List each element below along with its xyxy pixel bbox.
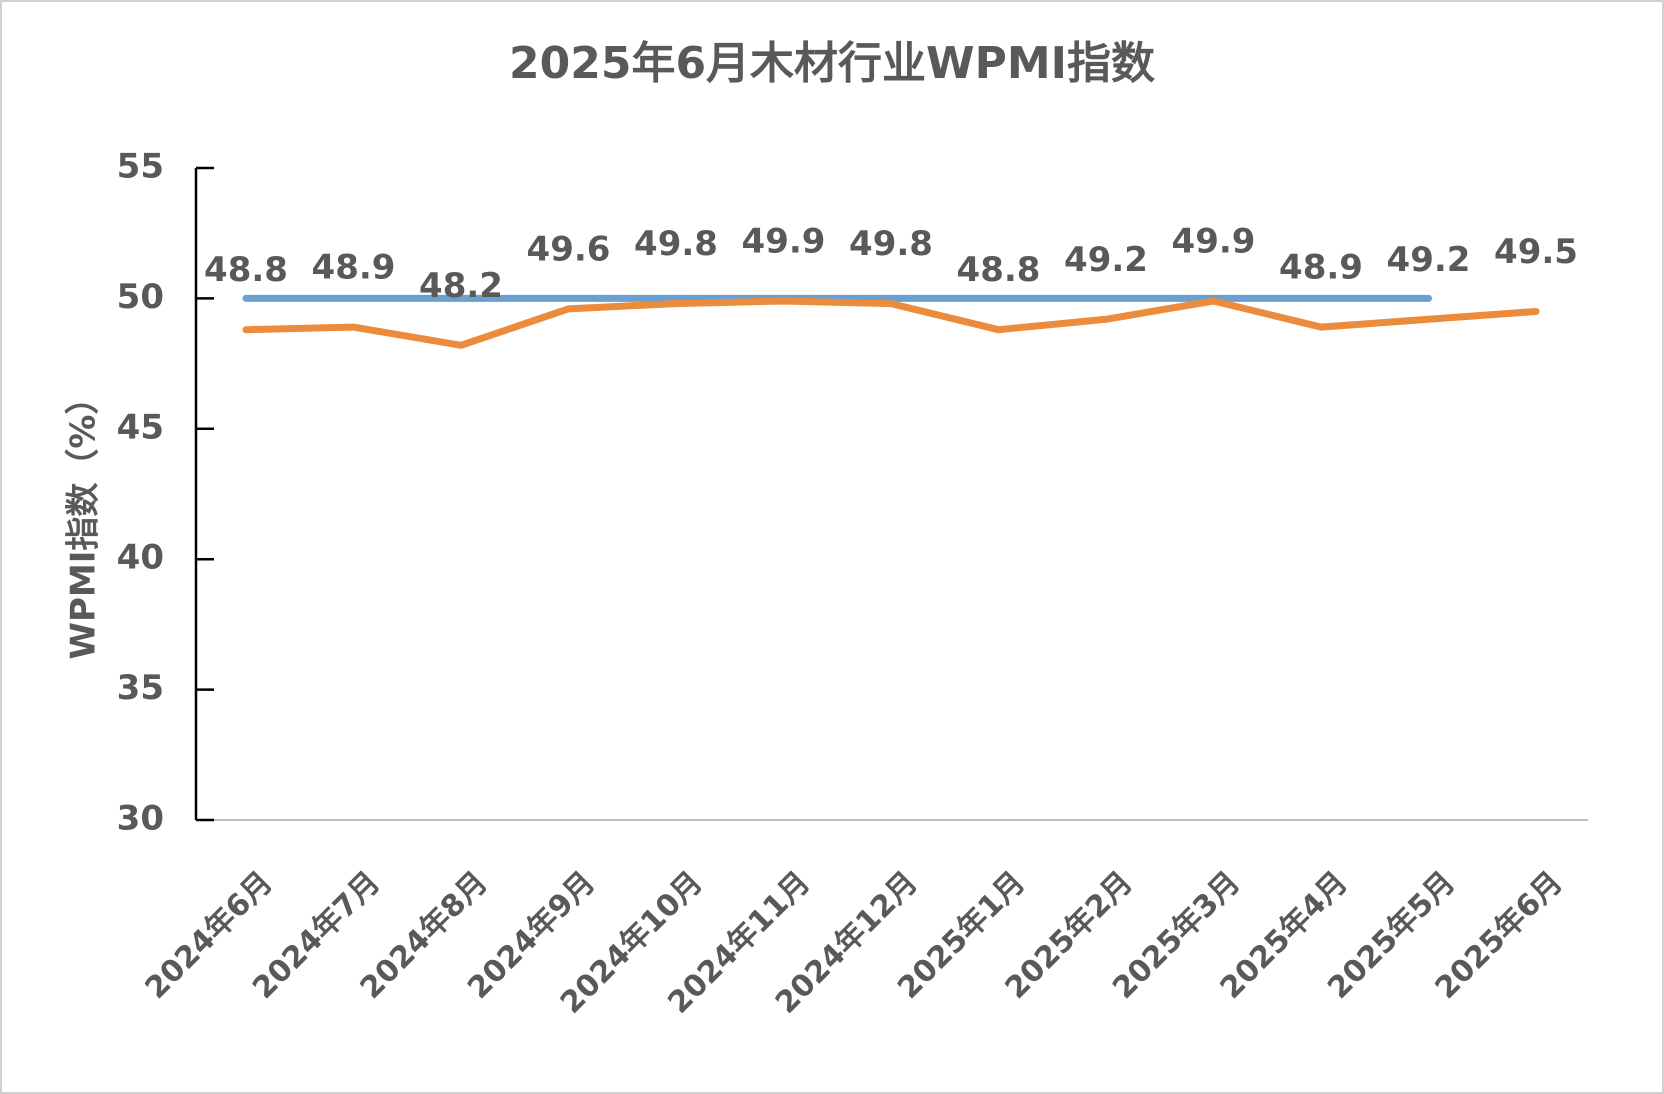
data-label: 49.2 (1064, 240, 1148, 280)
data-label: 49.8 (634, 224, 718, 264)
data-label: 49.9 (742, 222, 826, 262)
data-label: 49.6 (527, 229, 611, 269)
chart-title: 2025年6月木材行业WPMI指数 (509, 38, 1155, 89)
data-label: 48.8 (204, 250, 288, 290)
y-tick-label: 40 (117, 538, 164, 578)
data-label: 49.9 (1172, 222, 1256, 262)
data-label: 49.5 (1494, 232, 1578, 272)
data-label: 49.8 (849, 224, 933, 264)
data-label: 48.8 (957, 250, 1041, 290)
y-tick-label: 30 (117, 799, 164, 839)
y-tick-label: 45 (117, 407, 164, 447)
y-tick-label: 35 (117, 668, 164, 708)
y-axis-label: WPMI指数（%） (64, 381, 104, 660)
data-label: 48.2 (419, 266, 503, 306)
data-label: 48.9 (312, 248, 396, 288)
y-tick-label: 50 (117, 277, 164, 317)
data-label: 48.9 (1279, 248, 1363, 288)
y-tick-label: 55 (117, 147, 164, 187)
data-label: 49.2 (1387, 240, 1471, 280)
line-series (242, 297, 1540, 349)
